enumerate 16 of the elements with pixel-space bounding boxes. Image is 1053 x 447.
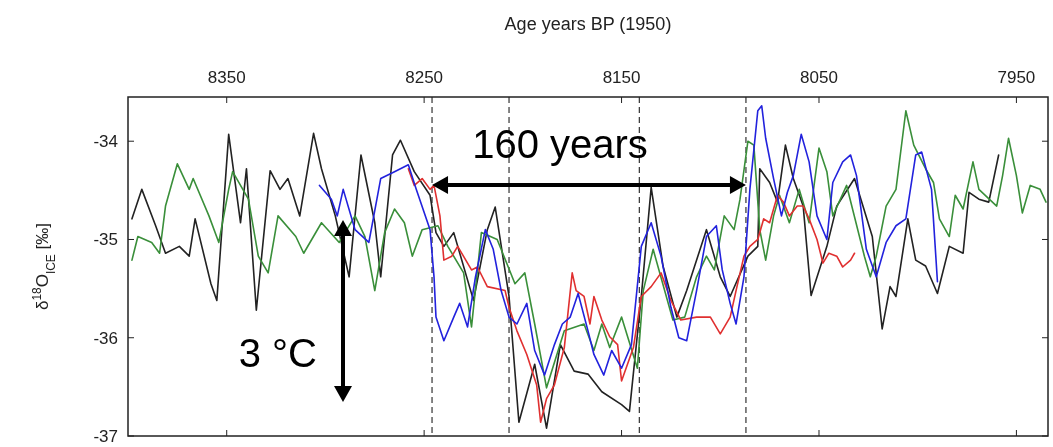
y-tick-label: -35 [93,230,118,250]
line-series [131,109,1047,389]
x-tick-label: 8350 [207,68,246,87]
y-tick-label: -34 [93,132,118,152]
x-axis-title: Age years BP (1950) [504,14,672,34]
x-tick-label: 8050 [800,68,838,87]
line-series [407,167,856,424]
x-tick-label: 8150 [602,68,641,87]
y-tick-label: -36 [93,328,118,348]
y-tick-label: -37 [93,426,118,446]
x-tick-label: 7950 [997,68,1036,87]
line-series [131,132,1000,429]
x-tick-label: 8250 [405,68,444,87]
line-series [318,105,939,376]
annotation: 3 °C [238,331,317,375]
annotation: 160 years [472,122,648,166]
